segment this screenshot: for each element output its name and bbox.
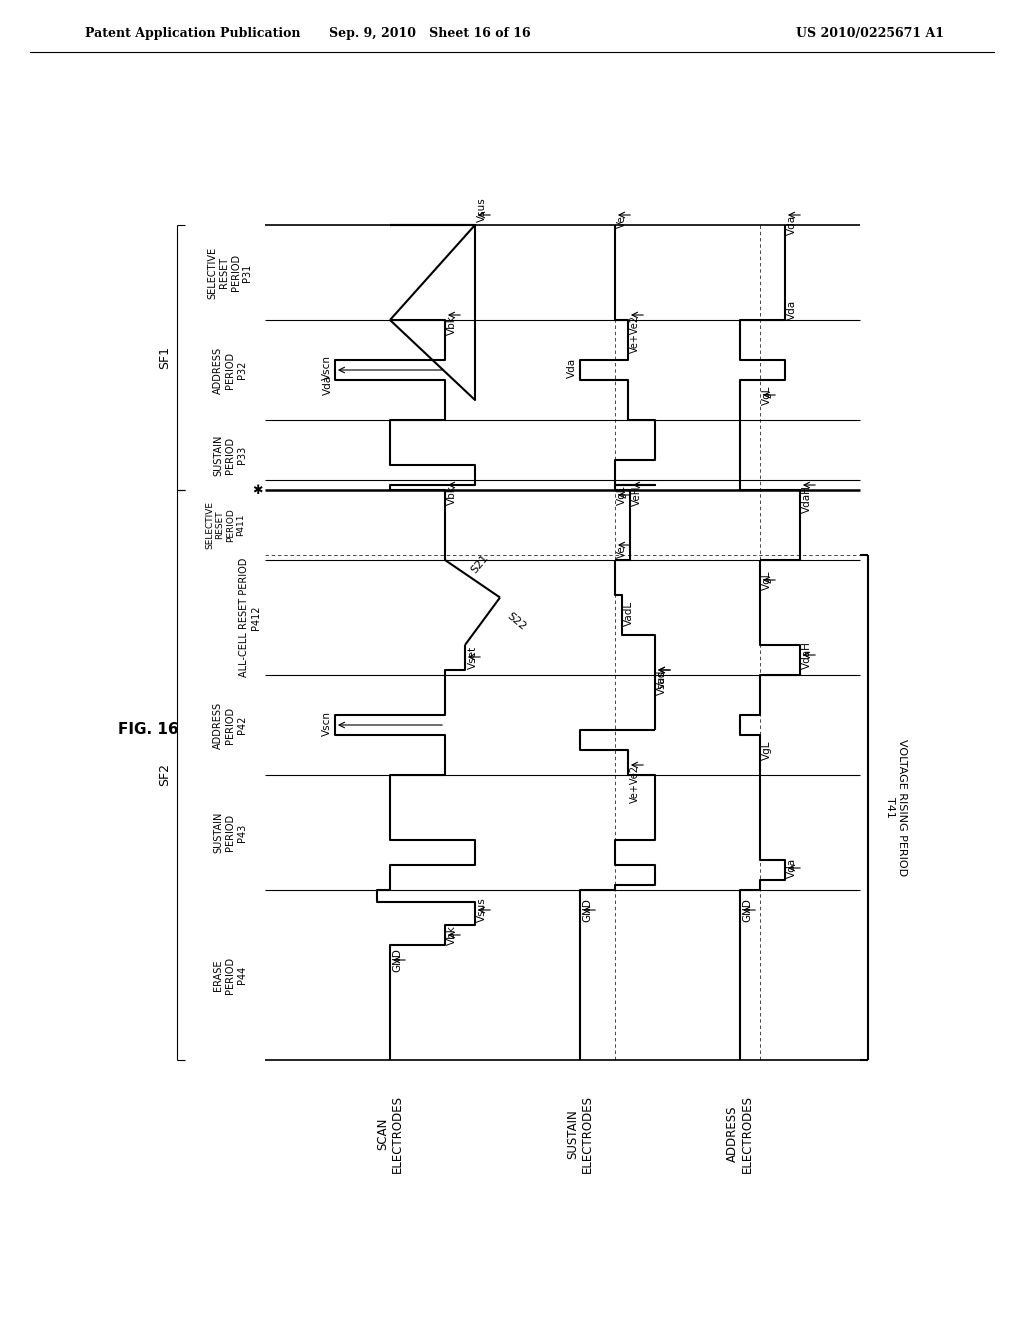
Text: S21: S21 (469, 552, 490, 576)
Text: VgL: VgL (617, 486, 627, 504)
Text: GND: GND (392, 948, 402, 972)
Text: SELECTIVE
RESET
PERIOD
P31: SELECTIVE RESET PERIOD P31 (208, 247, 252, 298)
Text: Vda: Vda (787, 215, 797, 235)
Text: Vbk: Vbk (447, 925, 457, 945)
Text: ADDRESS
ELECTRODES: ADDRESS ELECTRODES (726, 1096, 754, 1173)
Text: FIG. 16: FIG. 16 (118, 722, 178, 738)
Text: Vscn: Vscn (322, 355, 332, 380)
Text: VdaH: VdaH (802, 484, 812, 513)
Text: Vscn: Vscn (322, 710, 332, 735)
Text: S22: S22 (505, 611, 527, 632)
Text: Ve: Ve (617, 545, 627, 558)
Text: VgL: VgL (762, 570, 772, 590)
Text: Vset: Vset (468, 645, 478, 668)
Text: SF2: SF2 (159, 763, 171, 787)
Text: Vsus: Vsus (477, 198, 487, 222)
Text: Patent Application Publication: Patent Application Publication (85, 26, 300, 40)
Text: ALL-CELL RESET PERIOD
P412: ALL-CELL RESET PERIOD P412 (240, 558, 261, 677)
Text: Vda: Vda (323, 375, 333, 395)
Text: VdaH: VdaH (802, 642, 812, 669)
Text: Sep. 9, 2010   Sheet 16 of 16: Sep. 9, 2010 Sheet 16 of 16 (329, 26, 530, 40)
Text: SUSTAIN
PERIOD
P43: SUSTAIN PERIOD P43 (213, 812, 247, 853)
Text: Ve: Ve (617, 215, 627, 228)
Text: VgL: VgL (762, 741, 772, 760)
Text: VeH: VeH (632, 484, 642, 506)
Text: SF1: SF1 (159, 346, 171, 370)
Text: Vsus: Vsus (477, 898, 487, 923)
Text: Vda: Vda (567, 358, 577, 378)
Text: GND: GND (582, 898, 592, 921)
Text: Vad: Vad (657, 671, 667, 689)
Text: VOLTAGE RISING PERIOD
T41: VOLTAGE RISING PERIOD T41 (885, 739, 906, 876)
Text: Ve+Ve2: Ve+Ve2 (630, 315, 640, 352)
Text: Vda: Vda (787, 858, 797, 878)
Text: Vbk: Vbk (447, 315, 457, 335)
Text: ✱: ✱ (253, 483, 263, 496)
Text: Vbk: Vbk (447, 484, 457, 504)
Text: ERASE
PERIOD
P44: ERASE PERIOD P44 (213, 957, 247, 994)
Text: VgL: VgL (762, 385, 772, 405)
Text: Vsus: Vsus (657, 671, 667, 694)
Text: SUSTAIN
PERIOD
P33: SUSTAIN PERIOD P33 (213, 434, 247, 475)
Text: ADDRESS
PERIOD
P42: ADDRESS PERIOD P42 (213, 701, 247, 748)
Text: Vda: Vda (787, 300, 797, 321)
Text: Ve+Ve2: Ve+Ve2 (630, 766, 640, 803)
Text: ADDRESS
PERIOD
P32: ADDRESS PERIOD P32 (213, 346, 247, 393)
Text: SCAN
ELECTRODES: SCAN ELECTRODES (376, 1096, 404, 1173)
Text: SUSTAIN
ELECTRODES: SUSTAIN ELECTRODES (566, 1096, 594, 1173)
Text: VadL: VadL (624, 601, 634, 626)
Text: US 2010/0225671 A1: US 2010/0225671 A1 (796, 26, 944, 40)
Text: GND: GND (742, 898, 752, 921)
Text: SELECTIVE
RESET
PERIOD
P411: SELECTIVE RESET PERIOD P411 (205, 502, 245, 549)
